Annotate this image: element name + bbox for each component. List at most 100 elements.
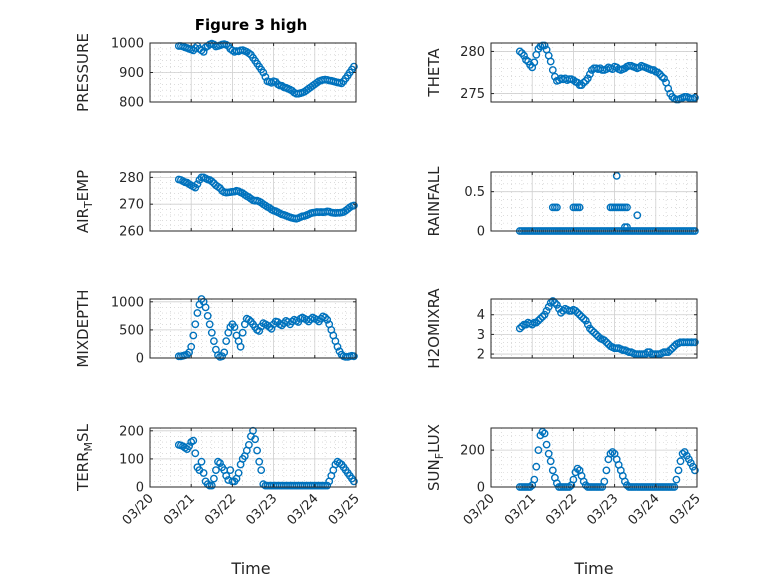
data-point [691, 93, 699, 102]
y-tick-label: 0 [136, 352, 144, 367]
y-tick-label: 280 [119, 171, 144, 186]
data-point [244, 49, 253, 58]
data-point [321, 313, 329, 322]
y-axis-label-main: AIR [74, 208, 92, 233]
data-point [606, 449, 615, 458]
y-tick-label: 500 [119, 323, 144, 338]
data-point [623, 223, 631, 232]
data-point [546, 457, 555, 466]
data-point [532, 462, 541, 471]
xlabel-right: Time [573, 559, 613, 578]
data-point [654, 68, 662, 77]
data-point [586, 324, 594, 333]
data-point [536, 314, 545, 323]
data-point [349, 62, 358, 71]
data-point [548, 66, 557, 74]
data-point [261, 73, 270, 81]
data-point [189, 331, 198, 340]
data-point [608, 448, 617, 456]
series-markers [515, 297, 699, 358]
data-point [199, 469, 208, 477]
data-point [312, 315, 321, 324]
data-point [581, 316, 590, 325]
data-point [672, 475, 681, 484]
y-axis-label-main: THETA [425, 48, 443, 98]
y-tick-label: 270 [119, 198, 144, 213]
y-axis-label-tail: SL [74, 423, 92, 442]
y-axis-label: TERRMSL [74, 423, 95, 492]
y-axis-label-tail: EMP [74, 170, 92, 201]
data-point [612, 171, 621, 180]
data-point [255, 457, 264, 466]
y-axis-label: RAINFALL [425, 166, 443, 237]
data-point [660, 74, 668, 83]
data-point [207, 177, 216, 186]
data-point [538, 312, 547, 321]
data-point [573, 308, 582, 317]
y-axis-label: AIRTEMP [74, 170, 95, 233]
data-point [520, 51, 528, 60]
data-point [222, 337, 231, 345]
data-point [600, 336, 609, 345]
data-point [542, 440, 551, 449]
data-point [548, 297, 557, 305]
data-point [551, 298, 559, 307]
data-point [238, 328, 247, 337]
data-point [534, 446, 543, 454]
y-tick-label: 200 [119, 424, 144, 439]
axes-frame [149, 427, 357, 488]
data-point [323, 481, 332, 490]
data-point [337, 79, 346, 88]
subplot-3: 260 270 280 AIRTEMP [74, 170, 358, 240]
data-point [211, 466, 220, 474]
data-point [333, 342, 342, 351]
data-point [586, 70, 594, 79]
data-point [515, 47, 524, 56]
data-point [191, 320, 200, 329]
subplot-6: 2 3 4 H2OMIXRA [425, 288, 699, 369]
data-point [557, 308, 565, 317]
data-point [658, 72, 666, 81]
data-point [323, 315, 332, 324]
data-point [267, 324, 276, 333]
y-tick-label: 1000 [111, 37, 144, 52]
data-point [230, 323, 239, 331]
y-axis-label-main: MIXDEPTH [74, 289, 92, 367]
series-markers [515, 41, 699, 104]
y-tick-label: 0 [477, 481, 485, 496]
y-axis-label: SUNFLUX [425, 424, 446, 491]
data-point [575, 203, 584, 212]
y-tick-label: 280 [460, 45, 485, 60]
data-point [542, 306, 551, 315]
series-markers [174, 173, 358, 223]
data-point [532, 318, 541, 327]
y-tick-label: 4 [477, 308, 485, 323]
data-point [255, 327, 264, 335]
data-point [544, 449, 553, 458]
data-point [515, 324, 524, 333]
axes-frame [149, 171, 357, 232]
data-point [187, 342, 196, 351]
y-tick-label: 100 [119, 452, 144, 467]
data-point [544, 302, 553, 311]
data-point [575, 310, 584, 319]
data-point [540, 429, 549, 438]
subplot-2: 275 280 THETA [425, 41, 699, 104]
data-point [691, 466, 699, 475]
y-axis-label-main: RAINFALL [425, 166, 443, 237]
y-tick-label: 800 [119, 96, 144, 111]
data-point [590, 328, 598, 337]
y-axis-label: PRESSURE [74, 33, 92, 112]
y-tick-label: 0 [136, 481, 144, 496]
data-point [234, 469, 243, 477]
data-point [191, 449, 200, 458]
y-tick-label: 2 [477, 348, 485, 363]
y-axis-label-main: H2OMIXRA [425, 288, 443, 369]
data-point [583, 320, 592, 329]
data-point [623, 203, 631, 212]
data-point [209, 474, 218, 483]
series-markers [174, 295, 358, 361]
data-point [569, 475, 578, 484]
